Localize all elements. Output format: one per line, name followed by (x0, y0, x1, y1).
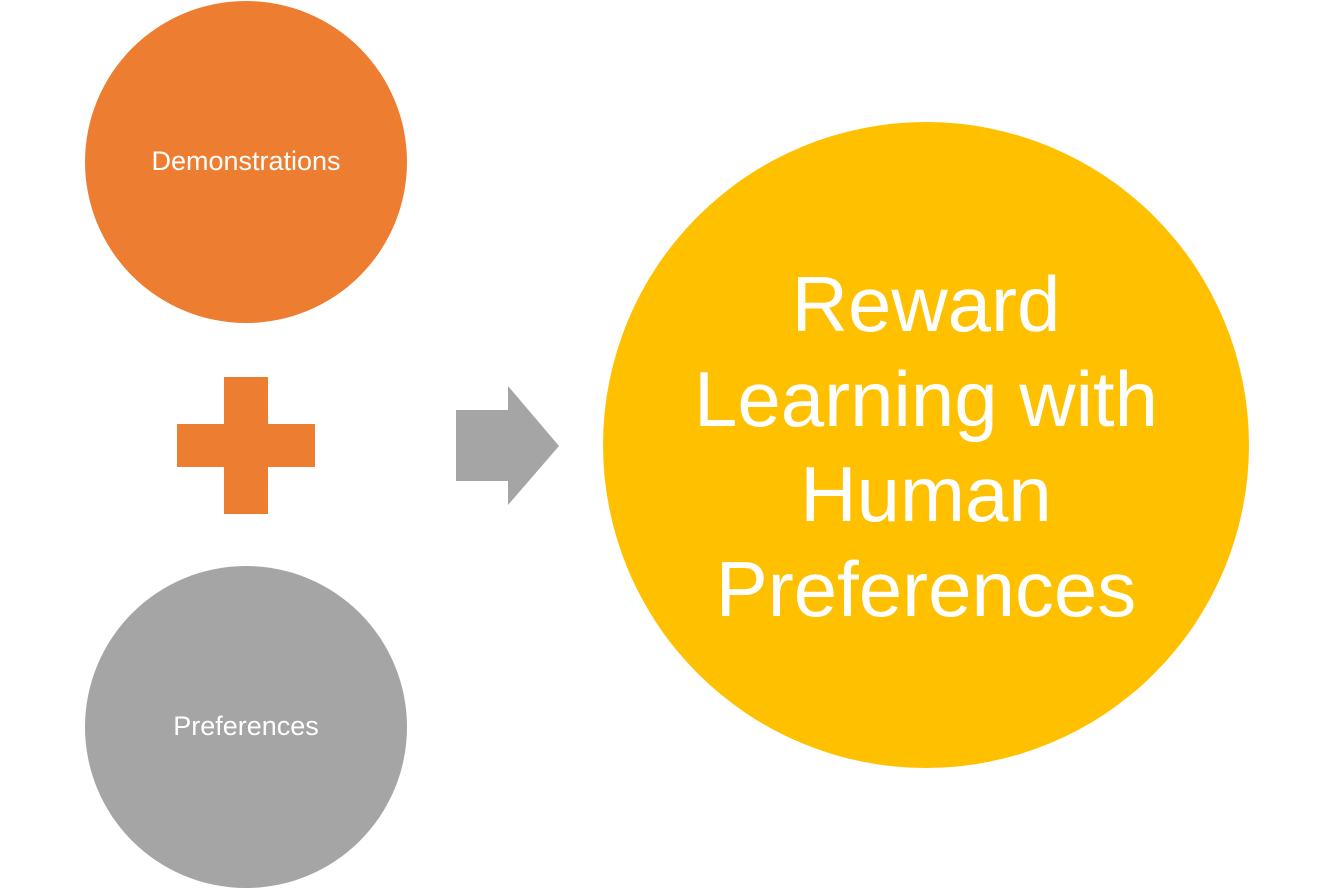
plus-icon (177, 377, 315, 514)
plus-horizontal-bar (177, 424, 315, 467)
preferences-circle: Preferences (85, 566, 407, 888)
reward-learning-circle: Reward Learning with Human Preferences (603, 122, 1249, 768)
demonstrations-circle: Demonstrations (85, 1, 407, 323)
preferences-label: Preferences (173, 711, 319, 742)
reward-learning-label: Reward Learning with Human Preferences (694, 260, 1158, 633)
arrow-right-icon (456, 386, 559, 505)
demonstrations-label: Demonstrations (151, 146, 341, 177)
arrow-shape (456, 386, 559, 505)
